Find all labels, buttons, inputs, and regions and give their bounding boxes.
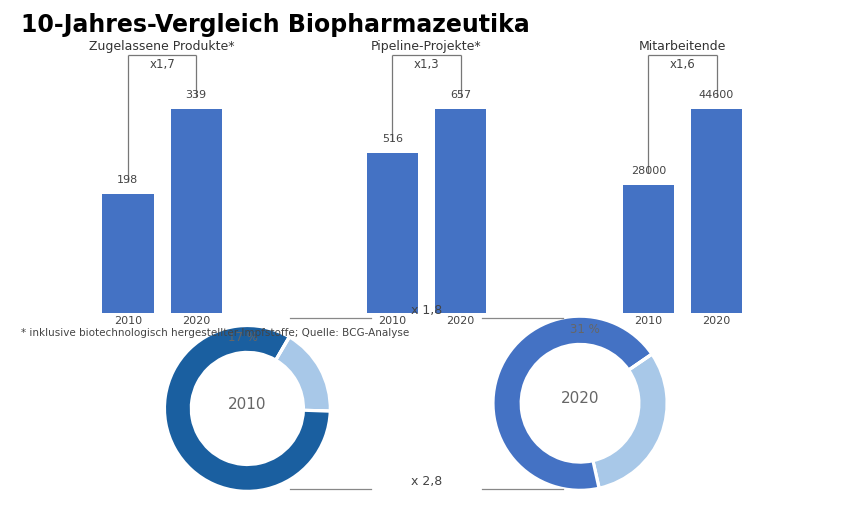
Text: 2020: 2020 (701, 316, 730, 326)
Wedge shape (303, 410, 330, 412)
Text: x1,7: x1,7 (149, 58, 175, 71)
Text: Pipeline-Projekte*: Pipeline-Projekte* (371, 40, 481, 53)
Text: 44600: 44600 (698, 90, 734, 100)
Text: 2010: 2010 (634, 316, 661, 326)
Text: 28000: 28000 (630, 166, 665, 176)
Wedge shape (275, 337, 289, 360)
Bar (690, 109, 741, 313)
Wedge shape (592, 355, 666, 488)
Text: 17 %: 17 % (228, 331, 258, 344)
Text: x 2,8: x 2,8 (411, 475, 441, 488)
Text: * inklusive biotechnologisch hergestellter Impfstoffe; Quelle: BCG-Analyse: * inklusive biotechnologisch hergestellt… (21, 328, 409, 338)
Text: 2010: 2010 (114, 316, 141, 326)
Text: 2020: 2020 (560, 391, 599, 406)
Text: Zugelassene Produkte*: Zugelassene Produkte* (89, 40, 234, 53)
Wedge shape (628, 354, 651, 370)
Bar (102, 194, 153, 313)
Text: 2010: 2010 (227, 397, 267, 412)
Text: x 1,8: x 1,8 (411, 304, 441, 317)
Text: 10-Jahres-Vergleich Biopharmazeutika: 10-Jahres-Vergleich Biopharmazeutika (21, 13, 529, 37)
Wedge shape (164, 326, 330, 491)
Bar (170, 109, 222, 313)
Text: 198: 198 (118, 175, 138, 185)
Bar (366, 153, 417, 313)
Bar (622, 185, 673, 313)
Bar (435, 109, 486, 313)
Text: 657: 657 (450, 90, 470, 100)
Text: 2020: 2020 (446, 316, 475, 326)
Text: 31 %: 31 % (569, 323, 599, 336)
Wedge shape (276, 337, 330, 411)
Text: 339: 339 (186, 90, 206, 100)
Text: 2020: 2020 (181, 316, 210, 326)
Wedge shape (492, 316, 651, 490)
Text: 516: 516 (382, 134, 402, 144)
Text: 2010: 2010 (378, 316, 406, 326)
Text: x1,6: x1,6 (669, 58, 694, 71)
Text: x1,3: x1,3 (413, 58, 439, 71)
Wedge shape (592, 461, 599, 488)
Text: Mitarbeitende: Mitarbeitende (638, 40, 725, 53)
